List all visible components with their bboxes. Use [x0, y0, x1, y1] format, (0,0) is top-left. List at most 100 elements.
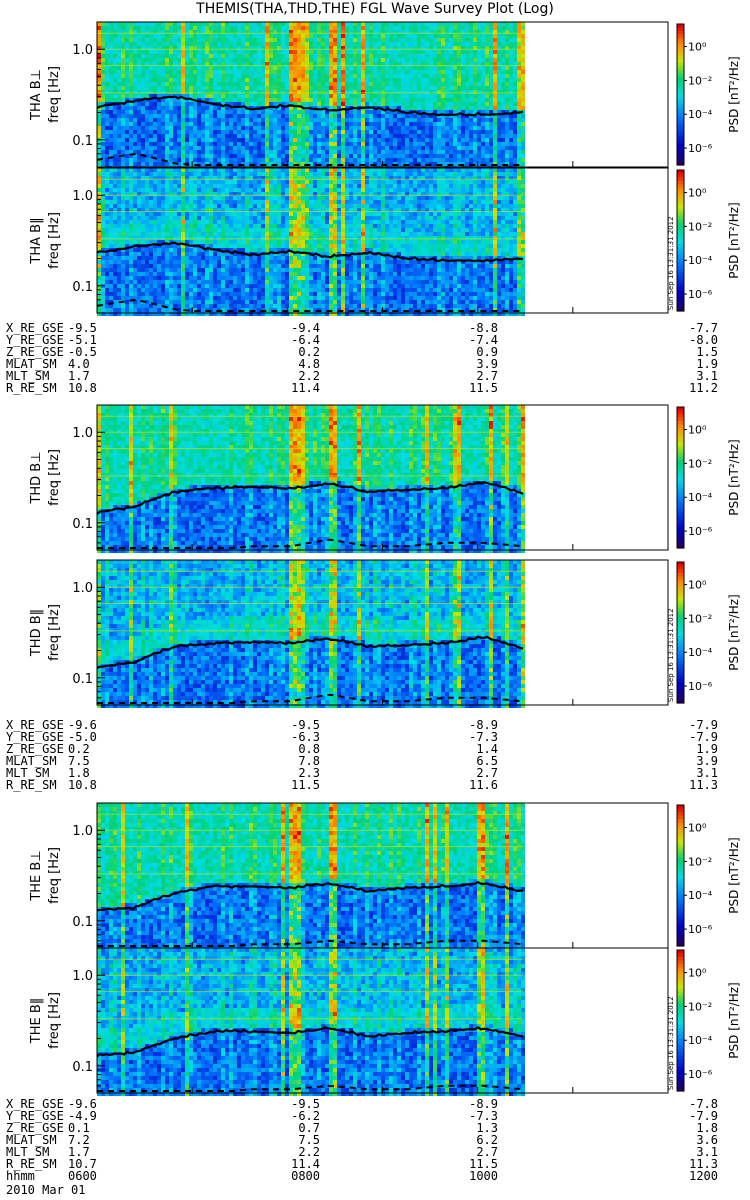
y-tick-label: 1.0	[72, 189, 93, 204]
colorbar: 10⁰ 10⁻² 10⁻⁴ 10⁻⁶ PSD [nT²/Hz]	[676, 406, 741, 549]
colorbar-tick-label: 10⁻²	[688, 855, 712, 868]
panel-label: THA B⊥	[29, 69, 44, 121]
colorbar-tick-label: 10⁻⁶	[688, 1068, 713, 1081]
ephemeris-value: 1.9	[658, 743, 718, 755]
ephemeris-value: 1.8	[658, 1122, 718, 1134]
y-axis-label: freq [Hz]	[47, 66, 62, 123]
generation-stamp: Sun Sep 16 13:31:31 2012	[667, 216, 675, 310]
ephemeris-value: 7.5	[68, 755, 128, 767]
y-tick-label: 0.1	[72, 672, 93, 687]
colorbar: 10⁰ 10⁻² 10⁻⁴ 10⁻⁶ PSD [nT²/Hz] Sun Sep 16 13…	[667, 949, 741, 1092]
ephemeris-value: -5.1	[68, 334, 128, 346]
ephemeris-label: Z_RE_GSE	[6, 346, 64, 358]
ephemeris-value: 11.6	[438, 779, 498, 791]
ephemeris-label: R_RE_SM	[6, 779, 57, 791]
colorbar-tick-label: 10⁰	[688, 967, 707, 980]
colorbar: 10⁰ 10⁻² 10⁻⁴ 10⁻⁶ PSD [nT²/Hz] Sun Sep 16 13…	[667, 169, 741, 312]
ephemeris-value: -8.9	[438, 719, 498, 731]
ephemeris-value: 0.1	[68, 1122, 128, 1134]
helium-line	[97, 939, 524, 947]
y-tick-label: 0.1	[72, 517, 93, 532]
ephemeris-value: 2.7	[438, 767, 498, 779]
panel-tha-bpar: 1.0 0.1 THA B‖ freq [Hz] 10⁰ 10⁻² 10⁻⁴ 10⁻⁶ PSD …	[29, 167, 741, 316]
panel-tha-bperp: 1.0 0.1 THA B⊥ freq [Hz] 10⁰ 10⁻² 10⁻⁴ 10⁻⁶ PSD …	[29, 21, 741, 170]
ephemeris-value: 11.3	[658, 779, 718, 791]
colorbar-tick-label: 10⁰	[688, 822, 707, 835]
ephemeris-value: 2.3	[260, 767, 320, 779]
ephemeris-value: -8.8	[438, 322, 498, 334]
y-axis-label: freq [Hz]	[47, 847, 62, 904]
colorbar-label: PSD [nT²/Hz]	[727, 594, 741, 670]
y-axis-label: freq [Hz]	[47, 449, 62, 506]
colorbar-tick-label: 10⁻²	[688, 457, 712, 470]
y-tick-label: 0.1	[72, 1060, 93, 1075]
y-tick-label: 1.0	[72, 426, 93, 441]
panel-thd-bpar: 1.0 0.1 THD B‖ freq [Hz] 10⁰ 10⁻² 10⁻⁴ 10⁻⁶ PSD …	[29, 559, 741, 708]
ephemeris-value: 1.9	[658, 358, 718, 370]
ephemeris-value: 11.5	[260, 779, 320, 791]
ephemeris-label: X_RE_GSE	[6, 1098, 64, 1110]
ephemeris-value: 0800	[260, 1170, 320, 1182]
ephemeris-value: 6.2	[438, 1134, 498, 1146]
ephemeris-value: 11.3	[658, 1158, 718, 1170]
generation-stamp: Sun Sep 16 13:31:31 2012	[667, 608, 675, 702]
ephemeris-value: -9.6	[68, 719, 128, 731]
ephemeris-value: 3.6	[658, 1134, 718, 1146]
helium-line	[97, 693, 524, 704]
colorbar-label: PSD [nT²/Hz]	[727, 837, 741, 913]
ephemeris-value: 1.7	[68, 1146, 128, 1158]
ephemeris-value: 1200	[658, 1170, 718, 1182]
ephemeris-value: -7.9	[658, 719, 718, 731]
colorbar-tick-label: 10⁻⁶	[688, 923, 713, 936]
colorbar-label: PSD [nT²/Hz]	[727, 202, 741, 278]
ephemeris-value: 2.7	[438, 370, 498, 382]
ephemeris-value: 1000	[438, 1170, 498, 1182]
cyclotron-line	[96, 480, 524, 515]
ephemeris-value: 11.5	[438, 382, 498, 394]
colorbar-tick-label: 10⁻⁶	[688, 142, 713, 155]
ephemeris-value: 7.2	[68, 1134, 128, 1146]
ephemeris-value: 1.4	[438, 743, 498, 755]
colorbar-tick-label: 10⁰	[688, 187, 707, 200]
colorbar-label: PSD [nT²/Hz]	[727, 56, 741, 132]
y-tick-label: 1.0	[72, 824, 93, 839]
ephemeris-label: MLT_SM	[6, 370, 49, 382]
ephemeris-value: -7.9	[658, 731, 718, 743]
colorbar-tick-label: 10⁻²	[688, 74, 712, 87]
colorbar-tick-label: 10⁻⁴	[688, 491, 713, 504]
ephemeris-value: 1.5	[658, 346, 718, 358]
panel-label: THD B⊥	[29, 451, 44, 504]
cyclotron-line	[96, 241, 524, 263]
ephemeris-value: 0.9	[438, 346, 498, 358]
ephemeris-label: MLAT_SM	[6, 755, 57, 767]
ephemeris-value: 11.4	[260, 382, 320, 394]
ephemeris-value: 2.2	[260, 1146, 320, 1158]
ephemeris-value: -7.7	[658, 322, 718, 334]
panel-label: THA B‖	[29, 217, 44, 264]
colorbar-tick-label: 10⁰	[688, 41, 707, 54]
colorbar-tick-label: 10⁻⁴	[688, 646, 713, 659]
y-tick-label: 1.0	[72, 969, 93, 984]
cyclotron-line	[96, 880, 524, 912]
panel-the-bperp: 1.0 0.1 THE B⊥ freq [Hz] 10⁰ 10⁻² 10⁻⁴ 10⁻⁶ PSD …	[29, 802, 741, 951]
ephemeris-value: -8.9	[438, 1098, 498, 1110]
colorbar-tick-label: 10⁻⁶	[688, 525, 713, 538]
ephemeris-value: 11.2	[658, 382, 718, 394]
colorbar-tick-label: 10⁻⁴	[688, 254, 713, 267]
ephemeris-value: -6.3	[260, 731, 320, 743]
ephemeris-value: -9.5	[260, 1098, 320, 1110]
ephemeris-value: 10.8	[68, 382, 128, 394]
colorbar-label: PSD [nT²/Hz]	[727, 439, 741, 515]
ephemeris-value: -8.0	[658, 334, 718, 346]
cyclotron-line	[96, 635, 524, 669]
ephemeris-label: Y_RE_GSE	[6, 731, 64, 743]
ephemeris-label: R_RE_SM	[6, 1158, 57, 1170]
chart-title: THEMIS(THA,THD,THE) FGL Wave Survey Plot…	[0, 1, 750, 17]
ephemeris-value: 3.1	[658, 1146, 718, 1158]
ephemeris-value: -9.5	[260, 719, 320, 731]
y-tick-label: 1.0	[72, 43, 93, 58]
y-axis-label: freq [Hz]	[47, 992, 62, 1049]
colorbar-label: PSD [nT²/Hz]	[727, 982, 741, 1058]
ephemeris-value: 0.2	[68, 743, 128, 755]
ephemeris-value: 2.7	[438, 1146, 498, 1158]
